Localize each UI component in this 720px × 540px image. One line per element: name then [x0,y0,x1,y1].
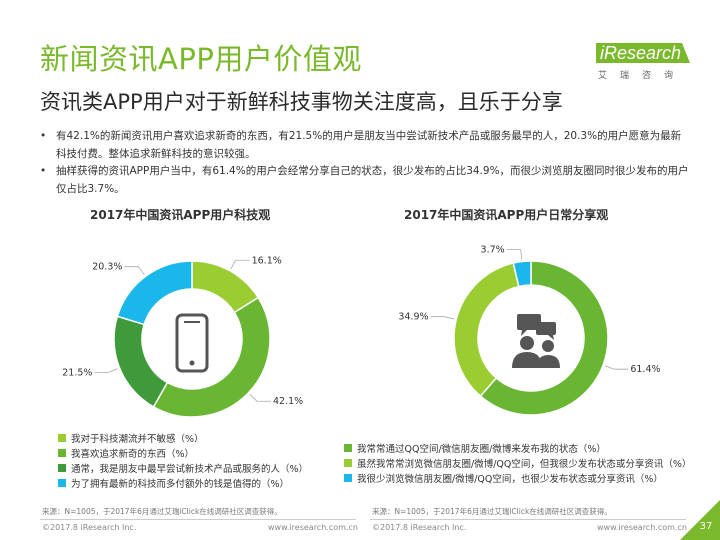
donut-slice [116,260,193,326]
legend-label: 通常，我是朋友中最早尝试新技术产品或服务的人（%） [71,463,309,475]
footer-divider-left [40,519,356,520]
legend-swatch [344,443,352,452]
label-leader-line [430,316,455,320]
donut-slice [152,296,271,418]
bullet-dot: • [40,165,47,177]
bullet-text: 抽样获得的资讯APP用户当中，有61.4%的用户会经常分享自己的状态，很少发布的… [56,165,689,195]
data-label: 42.1% [273,396,303,407]
legend-item: 为了拥有最新的科技而多付额外的钱是值得的（%） [58,475,308,490]
data-label: 20.3% [92,262,122,273]
donut-sharing: 61.4% 34.9% 3.7% [398,245,661,416]
data-label: 3.7% [481,245,505,256]
iresearch-logo: iResearch 艾瑞咨询 [586,40,690,84]
summary-bullet: • 抽样获得的资讯APP用户当中，有61.4%的用户会经常分享自己的状态，很少发… [40,163,690,198]
source-note-right: 来源：N=1005，于2017年6月通过艾瑞iClick在线调研社区调查获得。 [372,507,612,516]
page-title: 新闻资讯APP用户价值观 [40,42,362,76]
legend-swatch [58,463,66,472]
data-label: 21.5% [62,367,92,378]
legend-item: 我对于科技潮流并不敏感（%） [58,430,308,445]
legend-item: 我喜欢追求新奇的东西（%） [58,445,308,460]
page-number: 37 [699,521,713,532]
legend-label: 我常常通过QQ空间/微信朋友圈/微博来发布我的状态（%） [357,443,606,455]
legend-label: 为了拥有最新的科技而多付额外的钱是值得的（%） [71,478,290,490]
label-leader-line [506,249,523,260]
legend-item: 我常常通过QQ空间/微信朋友圈/微博来发布我的状态（%） [344,440,691,455]
legend-swatch [58,478,66,487]
legend-swatch [344,473,352,482]
label-leader-line [230,259,250,270]
corner-triangle-icon [680,500,720,540]
legend-swatch [58,448,66,457]
copyright-right: ©2017.8 iResearch Inc. [372,523,467,532]
smartphone-icon [175,313,209,373]
donut-slice [113,315,169,408]
data-label: 61.4% [630,364,660,375]
legend-tech: 我对于科技潮流并不敏感（%） 我喜欢追求新奇的东西（%） 通常，我是朋友中最早尝试新… [58,430,308,490]
footer-divider-right [370,519,686,520]
donut-slice [512,260,532,288]
legend-label: 我喜欢追求新奇的东西（%） [71,448,195,460]
page-subtitle: 资讯类APP用户对于新鲜科技事物关注度高，且乐于分享 [40,90,563,114]
legend-item: 虽然我常常浏览微信朋友圈/微博/QQ空间，但我很少发布状态或分享资讯（%） [344,455,691,470]
chart-title-sharing: 2017年中国资讯APP用户日常分享观 [404,208,609,222]
label-leader-line [604,365,629,370]
legend-item: 通常，我是朋友中最早尝试新技术产品或服务的人（%） [58,460,308,475]
legend-label: 虽然我常常浏览微信朋友圈/微博/QQ空间，但我很少发布状态或分享资讯（%） [357,458,692,470]
people-chat-icon [512,314,560,368]
donut-slice [453,262,520,398]
data-label: 34.9% [398,312,428,323]
label-leader-line [94,368,118,373]
logo-banner-icon [596,43,690,63]
summary-bullets: • 有42.1%的新闻资讯用户喜欢追求新奇的东西，有21.5%的用户是朋友当中尝… [40,128,690,198]
data-label: 16.1% [252,255,282,266]
bullet-text: 有42.1%的新闻资讯用户喜欢追求新奇的东西，有21.5%的用户是朋友当中尝试新… [56,130,682,160]
legend-label: 我很少浏览微信朋友圈/微博/QQ空间，也很少发布状态或分享资讯（%） [357,473,663,485]
logo-subtext: 艾瑞咨询 [598,71,687,81]
source-note-left: 来源：N=1005，于2017年6月通过艾瑞iClick在线调研社区调查获得。 [42,507,282,516]
website-left[interactable]: www.iresearch.com.cn [268,523,358,532]
label-leader-line [249,394,272,402]
legend-item: 我很少浏览微信朋友圈/微博/QQ空间，也很少发布状态或分享资讯（%） [344,470,691,485]
legend-swatch [58,433,66,442]
legend-label: 我对于科技潮流并不敏感（%） [71,433,204,445]
donut-tech: 16.1% 42.1% 21.5% 20.3% [62,255,303,418]
chart-title-tech: 2017年中国资讯APP用户科技观 [90,208,271,222]
copyright-left: ©2017.8 iResearch Inc. [42,523,137,532]
label-leader-line [124,266,145,275]
website-right[interactable]: www.iresearch.com.cn [597,523,687,532]
summary-bullet: • 有42.1%的新闻资讯用户喜欢追求新奇的东西，有21.5%的用户是朋友当中尝… [40,128,690,163]
bullet-dot: • [40,130,47,142]
legend-sharing: 我常常通过QQ空间/微信朋友圈/微博来发布我的状态（%） 虽然我常常浏览微信朋友圈… [344,440,691,485]
legend-swatch [344,458,352,467]
logo-word: iResearch [600,43,682,63]
donut-slice [479,260,609,416]
